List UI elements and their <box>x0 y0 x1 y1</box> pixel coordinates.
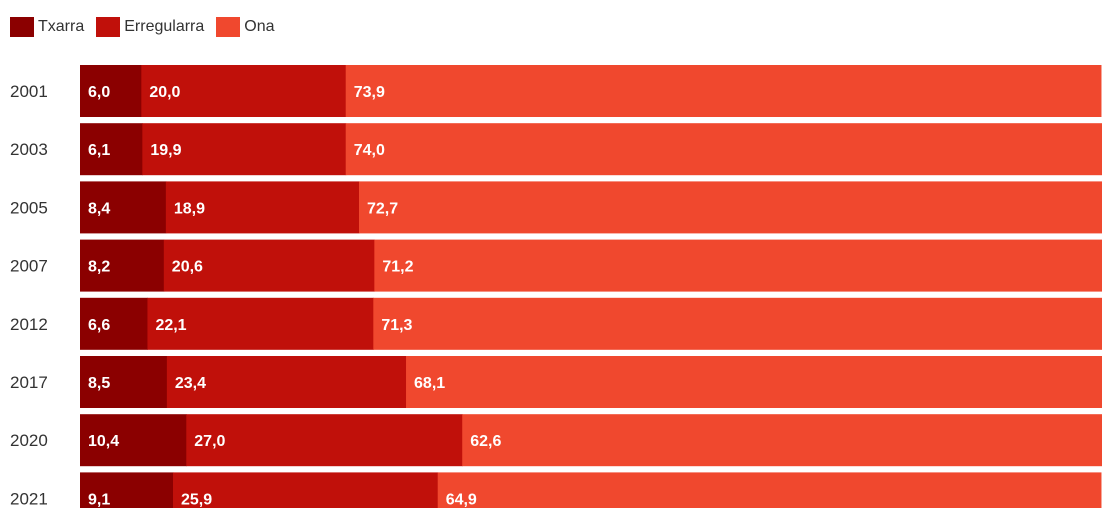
data-label-ona-2012: 71,3 <box>381 317 412 334</box>
y-tick-label-2017: 2017 <box>10 373 48 392</box>
legend: Txarra Erregularra Ona <box>10 14 275 40</box>
legend-label-erregularra: Erregularra <box>124 18 205 35</box>
bar-txarra-2020 <box>80 414 187 467</box>
bar-ona-2007 <box>374 239 1102 292</box>
bar-txarra-2017 <box>80 356 168 408</box>
bar-txarra-2007 <box>80 239 165 292</box>
data-label-ona-2005: 72,7 <box>367 200 398 217</box>
data-label-erregularra-2012: 22,1 <box>155 317 186 334</box>
bar-txarra-2003 <box>80 123 143 176</box>
y-tick-label-2012: 2012 <box>10 315 48 334</box>
data-label-erregularra-2017: 23,4 <box>175 375 206 392</box>
y-tick-label-2007: 2007 <box>10 257 48 276</box>
data-label-ona-2020: 62,6 <box>470 433 501 450</box>
bar-erregularra-2020 <box>186 414 463 467</box>
data-label-ona-2003: 74,0 <box>354 142 385 159</box>
y-tick-label-2020: 2020 <box>10 431 48 450</box>
legend-swatch-ona <box>216 17 241 37</box>
data-label-txarra-2007: 8,2 <box>88 259 110 276</box>
data-label-txarra-2003: 6,1 <box>88 142 110 159</box>
data-label-erregularra-2001: 20,0 <box>149 84 180 101</box>
bar-txarra-2021 <box>80 472 174 508</box>
bar-erregularra-2003 <box>142 123 347 176</box>
bar-erregularra-2021 <box>173 472 439 508</box>
legend-swatch-erregularra <box>96 17 121 37</box>
bar-ona-2001 <box>345 65 1102 117</box>
bar-txarra-2012 <box>80 297 148 350</box>
data-label-ona-2001: 73,9 <box>354 84 385 101</box>
bar-erregularra-2001 <box>141 65 347 117</box>
bar-txarra-2005 <box>80 181 167 234</box>
bar-ona-2017 <box>406 356 1102 408</box>
legend-label-txarra: Txarra <box>38 18 85 35</box>
legend-item-erregularra: Erregularra <box>96 17 204 37</box>
y-tick-label-2005: 2005 <box>10 198 48 217</box>
legend-label-ona: Ona <box>244 18 275 35</box>
bar-ona-2021 <box>437 472 1102 508</box>
data-label-txarra-2005: 8,4 <box>88 200 110 217</box>
data-label-ona-2021: 64,9 <box>446 491 477 508</box>
data-label-txarra-2017: 8,5 <box>88 375 110 392</box>
y-tick-label-2021: 2021 <box>10 489 48 508</box>
data-label-ona-2017: 68,1 <box>414 375 445 392</box>
data-label-txarra-2021: 9,1 <box>88 491 110 508</box>
bar-ona-2003 <box>345 123 1102 176</box>
data-label-erregularra-2005: 18,9 <box>174 200 205 217</box>
y-tick-label-2003: 2003 <box>10 140 48 159</box>
bar-erregularra-2012 <box>147 297 374 350</box>
data-label-txarra-2020: 10,4 <box>88 433 119 450</box>
bar-erregularra-2005 <box>165 181 360 234</box>
bar-erregularra-2017 <box>166 356 407 408</box>
data-label-txarra-2001: 6,0 <box>88 84 110 101</box>
legend-item-txarra: Txarra <box>10 17 84 37</box>
bar-ona-2020 <box>462 414 1102 467</box>
legend-item-ona: Ona <box>216 17 275 37</box>
data-label-erregularra-2021: 25,9 <box>181 491 212 508</box>
legend-swatch-txarra <box>10 17 34 37</box>
bar-ona-2005 <box>359 181 1102 234</box>
data-label-erregularra-2003: 19,9 <box>150 142 181 159</box>
bar-txarra-2001 <box>80 65 142 117</box>
bar-erregularra-2007 <box>163 239 375 292</box>
data-label-erregularra-2020: 27,0 <box>194 433 225 450</box>
data-label-erregularra-2007: 20,6 <box>172 259 203 276</box>
data-label-ona-2007: 71,2 <box>382 259 413 276</box>
y-tick-label-2001: 2001 <box>10 82 48 101</box>
bar-ona-2012 <box>373 297 1102 350</box>
data-label-txarra-2012: 6,6 <box>88 317 110 334</box>
